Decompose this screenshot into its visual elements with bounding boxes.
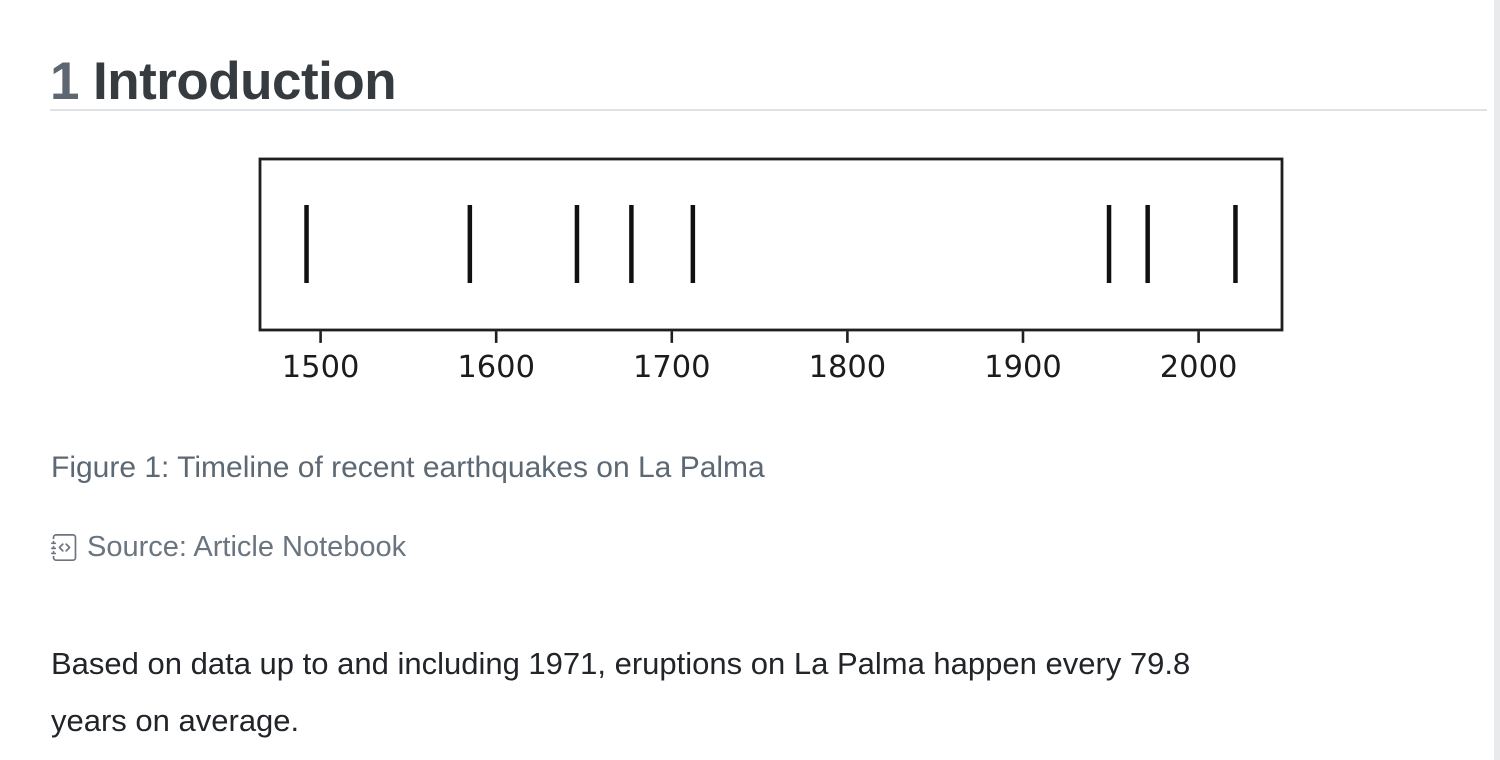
source-label: Source: Article Notebook xyxy=(87,531,407,563)
x-axis-tick-label: 1800 xyxy=(809,350,887,385)
x-axis-tick-label: 1900 xyxy=(984,350,1062,385)
paragraph-line: years on average. xyxy=(51,703,300,738)
plot-frame xyxy=(258,157,1284,332)
section-number: 1 xyxy=(50,51,79,111)
paragraph-line: Based on data up to and including 1971, … xyxy=(51,646,1191,681)
journal-code-icon xyxy=(51,534,77,561)
heading-divider xyxy=(50,109,1487,111)
x-axis-tick-label: 1500 xyxy=(282,350,360,385)
source-link[interactable]: Source: Article Notebook xyxy=(51,531,406,564)
section-title: Introduction xyxy=(92,51,397,111)
page-title: 1 Introduction xyxy=(50,51,397,113)
scrollbar[interactable] xyxy=(1494,0,1500,760)
eruption-timeline-chart: 1500 1600 1700 1800 1900 2000 xyxy=(258,157,1284,385)
figure-caption: Figure 1: Timeline of recent earthquakes… xyxy=(51,451,765,484)
x-axis-tick-label: 1700 xyxy=(633,350,711,385)
body-paragraph: Based on data up to and including 1971, … xyxy=(51,635,1471,749)
x-axis-tick-label: 1600 xyxy=(457,350,535,385)
x-axis-tick-label: 2000 xyxy=(1160,350,1238,385)
